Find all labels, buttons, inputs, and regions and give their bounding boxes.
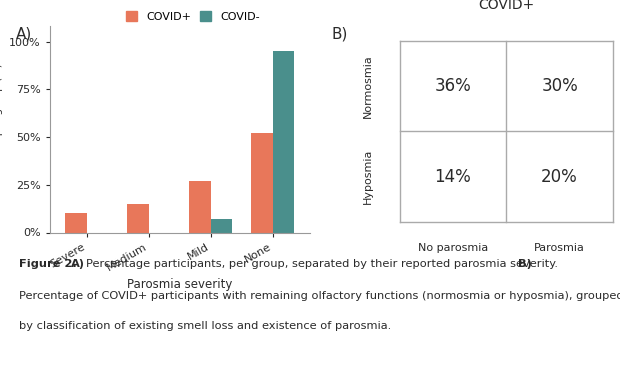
Text: Parosmia: Parosmia	[534, 243, 585, 253]
Text: COVID+: COVID+	[478, 0, 534, 12]
Bar	[273, 51, 294, 232]
Text: 36%: 36%	[435, 77, 471, 95]
Text: A): A)	[71, 259, 86, 269]
X-axis label: Parosmia severity: Parosmia severity	[127, 278, 232, 291]
Text: Percentage participants, per group, separated by their reported parosmia severit: Percentage participants, per group, sepa…	[86, 259, 561, 269]
Text: A): A)	[16, 26, 32, 41]
Text: 14%: 14%	[435, 168, 471, 186]
Bar	[251, 133, 273, 232]
Bar	[189, 181, 211, 232]
Text: B): B)	[518, 259, 531, 269]
Y-axis label: Individuals per group (%): Individuals per group (%)	[0, 63, 3, 195]
Text: Percentage of COVID+ participants with remaining olfactory functions (normosmia : Percentage of COVID+ participants with r…	[19, 291, 620, 301]
Text: B): B)	[332, 26, 348, 41]
Text: 20%: 20%	[541, 168, 578, 186]
Bar	[127, 204, 149, 232]
Text: Figure 2.: Figure 2.	[19, 259, 81, 269]
Bar	[65, 213, 87, 232]
Text: by classification of existing smell loss and existence of parosmia.: by classification of existing smell loss…	[19, 321, 391, 331]
Text: Normosmia: Normosmia	[363, 54, 373, 118]
Text: Hyposmia: Hyposmia	[363, 149, 373, 204]
Text: 30%: 30%	[541, 77, 578, 95]
Text: No parosmia: No parosmia	[418, 243, 488, 253]
Legend: COVID+, COVID-: COVID+, COVID-	[122, 7, 264, 26]
Bar	[211, 219, 232, 232]
